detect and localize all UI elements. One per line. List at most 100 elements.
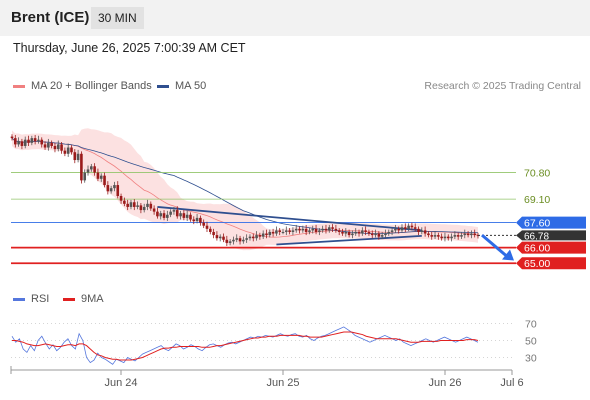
candle-body xyxy=(166,214,169,218)
candle-body xyxy=(394,228,397,231)
candle-body xyxy=(47,142,50,148)
candle-body xyxy=(86,169,90,173)
legend-label-9ma: 9MA xyxy=(81,293,104,305)
candle-body xyxy=(344,231,348,234)
candle-body xyxy=(99,175,103,179)
candle-body xyxy=(450,236,453,239)
candle-body xyxy=(288,230,291,232)
candle-body xyxy=(351,233,354,236)
candle-body xyxy=(60,144,63,151)
candle-body xyxy=(43,144,47,148)
candle-body xyxy=(473,233,476,236)
candle-body xyxy=(96,172,100,179)
candle-body xyxy=(311,228,315,231)
legend-rsi: RSI xyxy=(13,293,49,305)
candle-body xyxy=(235,238,239,240)
candle-body xyxy=(30,138,34,143)
candle-body xyxy=(255,235,258,239)
candle-body xyxy=(337,230,341,232)
candle-body xyxy=(76,153,80,161)
candle-body xyxy=(215,235,219,239)
candle-body xyxy=(400,227,404,231)
candle-body xyxy=(33,138,37,142)
candle-body xyxy=(113,185,116,189)
candle-body xyxy=(390,230,394,232)
candle-body xyxy=(109,188,113,192)
candle-body xyxy=(202,222,205,226)
candle-body xyxy=(228,241,232,243)
candle-body xyxy=(103,175,106,186)
candle-body xyxy=(192,219,196,222)
legend-ma50: MA 50 xyxy=(157,80,206,92)
candle-body xyxy=(63,150,67,154)
x-tick-label: Jun 24 xyxy=(104,377,137,389)
candle-body xyxy=(268,231,272,236)
candle-body xyxy=(14,138,17,145)
candle-body xyxy=(80,153,83,181)
level-label-4: 65.00 xyxy=(524,258,550,270)
level-label-3: 66.00 xyxy=(524,243,550,255)
candle-body xyxy=(347,231,351,236)
candle-body xyxy=(132,202,136,207)
legend-label-ma50: MA 50 xyxy=(175,80,207,92)
candle-body xyxy=(238,238,242,242)
candle-body xyxy=(172,210,176,212)
level-label-1: 69.10 xyxy=(524,194,550,206)
candle-body xyxy=(70,147,73,153)
candle-body xyxy=(182,213,186,218)
candle-body xyxy=(106,185,110,192)
candle-body xyxy=(417,228,420,232)
candle-body xyxy=(218,236,222,239)
candle-body xyxy=(93,166,96,173)
candle-body xyxy=(232,239,235,242)
timeframe-button[interactable]: 30 MIN xyxy=(91,7,144,29)
candle-body xyxy=(308,230,311,232)
last-price-tag xyxy=(516,230,586,241)
candle-body xyxy=(433,235,437,237)
candle-body xyxy=(430,235,434,237)
candle-body xyxy=(341,231,344,234)
candle-body xyxy=(189,214,192,220)
legend-swatch-ma50 xyxy=(157,84,169,88)
candle-body xyxy=(40,139,44,145)
candle-body xyxy=(271,231,275,234)
candle-body xyxy=(205,225,209,229)
candle-body xyxy=(324,228,328,231)
candle-body xyxy=(83,172,87,181)
level-tag-2 xyxy=(516,216,586,229)
candle-body xyxy=(314,228,318,232)
candle-body xyxy=(466,233,470,236)
candle-body xyxy=(354,231,358,234)
candle-body xyxy=(420,230,424,232)
candle-body xyxy=(195,217,199,222)
candle-body xyxy=(463,233,467,236)
candle-body xyxy=(470,233,473,236)
candle-body xyxy=(427,233,430,236)
candle-body xyxy=(126,203,129,207)
level-label-2: 67.60 xyxy=(524,218,550,230)
candle-body xyxy=(321,228,324,231)
level-tag-3 xyxy=(516,241,586,254)
candle-body xyxy=(377,233,381,237)
candle-body xyxy=(37,139,40,142)
candle-body xyxy=(397,228,400,231)
candle-body xyxy=(20,141,24,146)
candle-body xyxy=(410,225,414,228)
triangle-lower-line xyxy=(276,234,422,246)
candle-body xyxy=(275,230,278,234)
candle-body xyxy=(403,227,407,229)
candle-body xyxy=(327,227,331,231)
candle-body xyxy=(152,208,156,212)
candle-body xyxy=(281,231,285,233)
rsi-series-9ma xyxy=(12,331,479,361)
candle-body xyxy=(318,230,321,232)
candle-body xyxy=(407,225,410,229)
chart-header: Brent (ICE) 30 MIN xyxy=(0,0,590,36)
candle-body xyxy=(10,136,14,139)
level-tag-4 xyxy=(516,257,586,270)
candle-body xyxy=(208,228,212,232)
bollinger-band xyxy=(12,128,478,251)
candle-body xyxy=(437,235,440,237)
candle-body xyxy=(185,214,189,218)
